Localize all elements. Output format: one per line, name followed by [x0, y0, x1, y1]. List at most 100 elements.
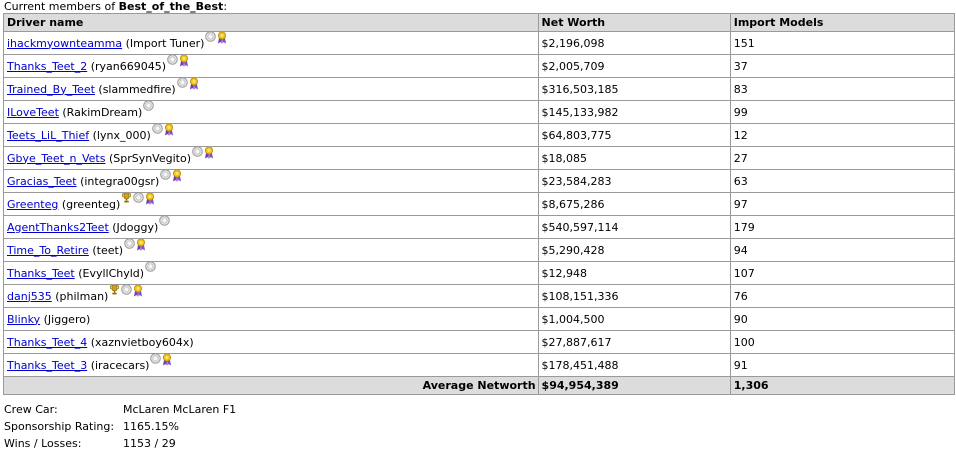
owner-name: (RakimDream) [62, 105, 143, 119]
owner-name: (EvyllChyld) [78, 266, 145, 280]
table-row: Thanks_Teet (EvyllChyld) $12,948 107 [4, 262, 955, 285]
silver-medal-icon [133, 193, 145, 203]
net-worth-cell: $316,503,185 [538, 78, 731, 101]
badge-group [176, 78, 200, 90]
crew-car-value: McLaren McLaren F1 [123, 403, 237, 416]
driver-cell: Gbye_Teet_n_Vets (SprSynVegito) [4, 147, 539, 170]
net-worth-cell: $12,948 [538, 262, 731, 285]
owner-name: (Jiggero) [43, 312, 91, 326]
owner-name: (xaznvietboy604x) [90, 335, 194, 349]
table-row: danj535 (philman) $108,151,336 76 [4, 285, 955, 308]
average-row: Average Networth $94,954,389 1,306 [4, 377, 955, 395]
driver-link[interactable]: Teets_LiL_Thief [7, 128, 90, 142]
driver-link[interactable]: Thanks_Teet [7, 266, 75, 280]
silver-medal-icon [176, 78, 188, 88]
owner-name: (lynx_000) [92, 128, 151, 142]
import-models-cell: 27 [730, 147, 955, 170]
owner-name: (iracecars) [90, 358, 150, 372]
import-models-cell: 91 [730, 354, 955, 377]
net-worth-cell: $18,085 [538, 147, 731, 170]
ribbon-icon [145, 193, 155, 205]
net-worth-cell: $1,004,500 [538, 308, 731, 331]
members-table-body: ihackmyownteamma (Import Tuner) $2,196,09… [4, 32, 955, 377]
driver-cell: Teets_LiL_Thief (lynx_000) [4, 124, 539, 147]
net-worth-cell: $540,597,114 [538, 216, 731, 239]
driver-cell: danj535 (philman) [4, 285, 539, 308]
import-models-cell: 97 [730, 193, 955, 216]
net-worth-cell: $23,584,283 [538, 170, 731, 193]
trophy-icon [121, 193, 132, 203]
table-row: AgentThanks2Teet (Jdoggy) $540,597,114 179 [4, 216, 955, 239]
import-models-cell: 63 [730, 170, 955, 193]
silver-medal-icon [143, 101, 155, 111]
driver-link[interactable]: AgentThanks2Teet [7, 220, 109, 234]
average-networth-value: $94,954,389 [538, 377, 731, 395]
ribbon-icon [189, 78, 199, 90]
driver-link[interactable]: Time_To_Retire [7, 243, 89, 257]
table-header-row: Driver name Net Worth Import Models [4, 14, 955, 32]
import-models-cell: 100 [730, 331, 955, 354]
driver-cell: Time_To_Retire (teet) [4, 239, 539, 262]
owner-name: (Jdoggy) [112, 220, 159, 234]
driver-link[interactable]: Gbye_Teet_n_Vets [7, 151, 106, 165]
driver-link[interactable]: Greenteg [7, 197, 59, 211]
driver-cell: Thanks_Teet_3 (iracecars) [4, 354, 539, 377]
import-models-cell: 151 [730, 32, 955, 55]
import-models-cell: 76 [730, 285, 955, 308]
total-import-models: 1,306 [730, 377, 955, 395]
ribbon-icon [136, 239, 146, 251]
import-models-cell: 12 [730, 124, 955, 147]
driver-link[interactable]: Thanks_Teet_4 [7, 335, 88, 349]
table-row: Gracias_Teet (integra00gsr) $23,584,283 63 [4, 170, 955, 193]
owner-name: (integra00gsr) [80, 174, 160, 188]
table-row: Blinky (Jiggero) $1,004,500 90 [4, 308, 955, 331]
driver-cell: ihackmyownteamma (Import Tuner) [4, 32, 539, 55]
ribbon-icon [162, 354, 172, 366]
table-row: Teets_LiL_Thief (lynx_000) $64,803,775 12 [4, 124, 955, 147]
ribbon-icon [172, 170, 182, 182]
badge-group [121, 193, 156, 205]
badge-group [167, 55, 190, 67]
silver-medal-icon [151, 124, 163, 134]
driver-link[interactable]: ihackmyownteamma [7, 36, 123, 50]
silver-medal-icon [150, 354, 162, 364]
driver-cell: ILoveTeet (RakimDream) [4, 101, 539, 124]
badge-group [159, 216, 171, 228]
silver-medal-icon [167, 55, 178, 65]
table-row: ILoveTeet (RakimDream) $145,133,982 99 [4, 101, 955, 124]
driver-cell: Thanks_Teet (EvyllChyld) [4, 262, 539, 285]
badge-group [192, 147, 215, 159]
header-net-worth: Net Worth [538, 14, 731, 32]
table-row: Trained_By_Teet (slammedfire) $316,503,18… [4, 78, 955, 101]
driver-cell: Blinky (Jiggero) [4, 308, 539, 331]
net-worth-cell: $2,196,098 [538, 32, 731, 55]
import-models-cell: 94 [730, 239, 955, 262]
import-models-cell: 90 [730, 308, 955, 331]
silver-medal-icon [124, 239, 135, 249]
team-caption: Current members of Best_of_the_Best: [4, 1, 227, 13]
driver-link[interactable]: Thanks_Teet_3 [7, 358, 88, 372]
driver-link[interactable]: ILoveTeet [7, 105, 59, 119]
driver-link[interactable]: danj535 [7, 289, 52, 303]
driver-link[interactable]: Thanks_Teet_2 [7, 59, 88, 73]
header-import-models: Import Models [730, 14, 955, 32]
badge-group [145, 262, 157, 274]
owner-name: (philman) [55, 289, 109, 303]
import-models-cell: 37 [730, 55, 955, 78]
badge-group [143, 101, 155, 113]
ribbon-icon [164, 124, 174, 136]
driver-cell: Thanks_Teet_4 (xaznvietboy604x) [4, 331, 539, 354]
table-row: Thanks_Teet_4 (xaznvietboy604x) $27,887,6… [4, 331, 955, 354]
net-worth-cell: $8,675,286 [538, 193, 731, 216]
sponsorship-value: 1165.15% [123, 420, 179, 433]
caption-suffix: : [223, 0, 228, 13]
silver-medal-icon [205, 32, 217, 42]
ribbon-icon [179, 55, 189, 67]
badge-group [124, 239, 147, 251]
owner-name: (slammedfire) [98, 82, 176, 96]
trophy-icon [109, 285, 120, 295]
table-row: Thanks_Teet_3 (iracecars) $178,451,488 91 [4, 354, 955, 377]
driver-link[interactable]: Trained_By_Teet [7, 82, 95, 96]
driver-link[interactable]: Gracias_Teet [7, 174, 77, 188]
driver-link[interactable]: Blinky [7, 312, 41, 326]
